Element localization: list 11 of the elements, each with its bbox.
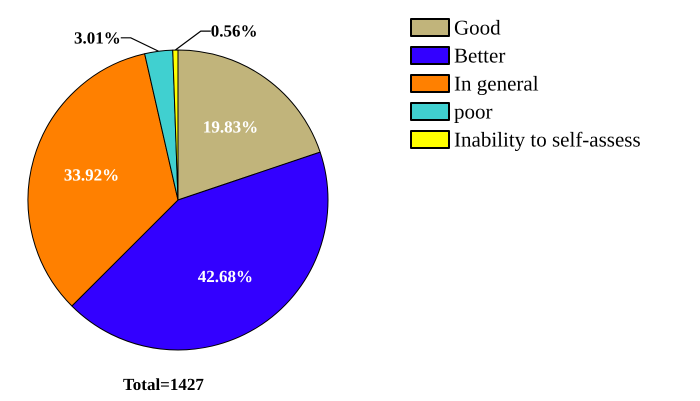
legend-label: Inability to self-assess — [454, 128, 641, 152]
legend-label: Better — [454, 44, 506, 68]
data-label: 42.68% — [198, 267, 254, 286]
legend-label: In general — [454, 72, 539, 96]
data-label: 33.92% — [64, 166, 120, 185]
data-label: 0.56% — [210, 22, 258, 41]
text: Total=1427 — [123, 375, 204, 394]
legend-label: poor — [454, 100, 492, 124]
data-label: 19.83% — [202, 117, 258, 136]
data-label: 3.01% — [74, 28, 121, 48]
legend-label: Good — [454, 16, 502, 40]
